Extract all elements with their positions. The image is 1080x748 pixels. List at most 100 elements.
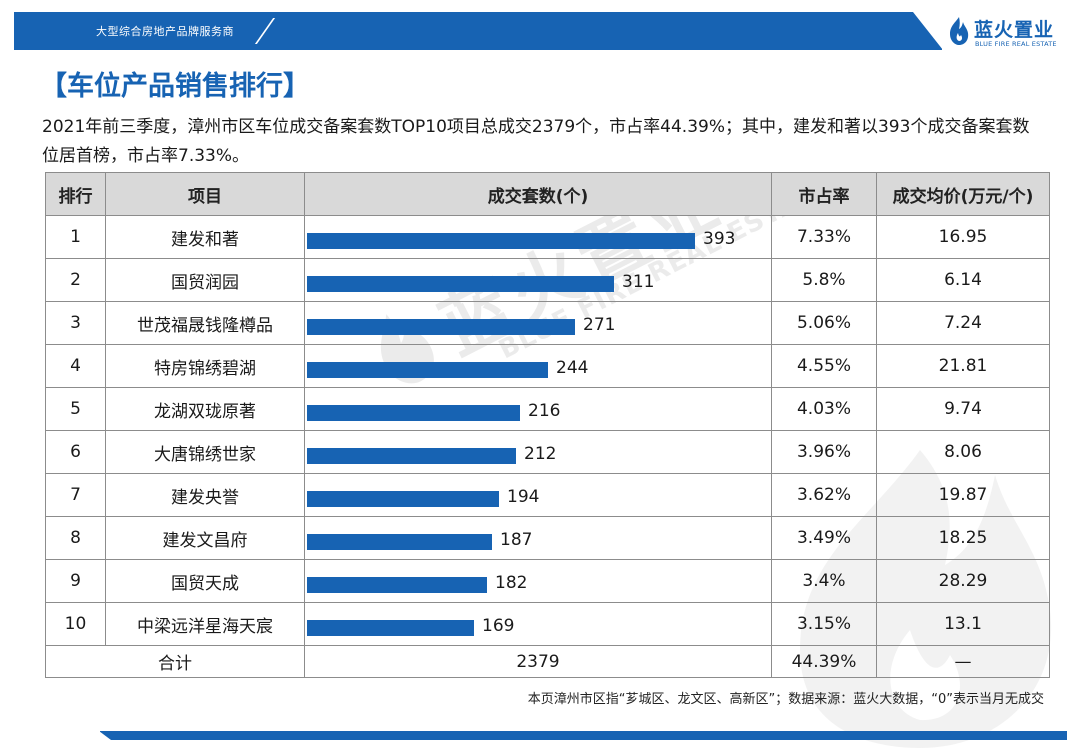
table-row: 8 建发文昌府 187 3.49% 18.25 <box>45 516 1050 560</box>
units-bar-cell: 169 <box>304 602 772 646</box>
market-share-cell: 3.49% <box>771 516 877 560</box>
header-band: 大型综合房地产品牌服务商 <box>14 12 943 50</box>
market-share-cell: 3.4% <box>771 559 877 603</box>
header-corner-cut <box>913 12 943 50</box>
total-share: 44.39% <box>771 645 877 678</box>
units-bar <box>307 319 575 335</box>
rank-cell: 8 <box>45 516 106 560</box>
logo-text-en: BLUE FIRE REAL ESTATE <box>975 40 1057 48</box>
units-bar-label: 311 <box>622 272 655 292</box>
table-row: 5 龙湖双珑原著 216 4.03% 9.74 <box>45 387 1050 431</box>
units-bar-label: 393 <box>703 229 736 249</box>
market-share-cell: 5.8% <box>771 258 877 302</box>
units-bar-cell: 216 <box>304 387 772 431</box>
logo-text-cn: 蓝火置业 <box>974 19 1055 41</box>
units-bar-label: 212 <box>524 444 557 464</box>
table-body: 1 建发和著 393 7.33% 16.95 2 国贸润园 311 5.8% 6.14 3 世茂福晟钱… <box>45 215 1050 646</box>
header-project: 项目 <box>105 172 305 216</box>
table-row: 1 建发和著 393 7.33% 16.95 <box>45 215 1050 259</box>
header-tagline: 大型综合房地产品牌服务商 <box>96 25 234 38</box>
units-bar-cell: 271 <box>304 301 772 345</box>
units-bar-label: 182 <box>495 573 528 593</box>
company-logo: 蓝火置业 BLUE FIRE REAL ESTATE <box>946 14 1070 50</box>
units-bar-cell: 187 <box>304 516 772 560</box>
project-name-cell: 建发和著 <box>105 215 305 259</box>
header-share: 市占率 <box>771 172 877 216</box>
units-bar <box>307 233 695 249</box>
units-bar <box>307 405 520 421</box>
table-row: 7 建发央誉 194 3.62% 19.87 <box>45 473 1050 517</box>
avg-price-cell: 7.24 <box>876 301 1050 345</box>
units-bar <box>307 491 499 507</box>
data-source-footnote: 本页漳州市区指“芗城区、龙文区、高新区”；数据来源：蓝火大数据，“0”表示当月无… <box>527 692 1044 707</box>
market-share-cell: 4.03% <box>771 387 877 431</box>
table-header-row: 排行 项目 成交套数(个) 市占率 成交均价(万元/个) <box>45 172 1050 216</box>
avg-price-cell: 19.87 <box>876 473 1050 517</box>
avg-price-cell: 9.74 <box>876 387 1050 431</box>
rank-cell: 5 <box>45 387 106 431</box>
project-name-cell: 大唐锦绣世家 <box>105 430 305 474</box>
rank-cell: 6 <box>45 430 106 474</box>
project-name-cell: 中梁远洋星海天宸 <box>105 602 305 646</box>
rank-cell: 10 <box>45 602 106 646</box>
avg-price-cell: 16.95 <box>876 215 1050 259</box>
units-bar <box>307 448 516 464</box>
table-row: 2 国贸润园 311 5.8% 6.14 <box>45 258 1050 302</box>
avg-price-cell: 18.25 <box>876 516 1050 560</box>
units-bar-cell: 182 <box>304 559 772 603</box>
market-share-cell: 3.15% <box>771 602 877 646</box>
units-bar-cell: 212 <box>304 430 772 474</box>
units-bar-label: 216 <box>528 401 561 421</box>
parking-sales-ranking-table: 排行 项目 成交套数(个) 市占率 成交均价(万元/个) 1 建发和著 393 7.3… <box>45 172 1050 678</box>
total-label: 合计 <box>45 645 305 678</box>
page-title: 【车位产品销售排行】 <box>40 71 310 102</box>
table-row: 9 国贸天成 182 3.4% 28.29 <box>45 559 1050 603</box>
units-bar-label: 187 <box>500 530 533 550</box>
table-row: 4 特房锦绣碧湖 244 4.55% 21.81 <box>45 344 1050 388</box>
project-name-cell: 建发央誉 <box>105 473 305 517</box>
avg-price-cell: 28.29 <box>876 559 1050 603</box>
project-name-cell: 国贸润园 <box>105 258 305 302</box>
footer-corner-cut <box>99 731 111 740</box>
market-share-cell: 4.55% <box>771 344 877 388</box>
market-share-cell: 7.33% <box>771 215 877 259</box>
rank-cell: 2 <box>45 258 106 302</box>
project-name-cell: 特房锦绣碧湖 <box>105 344 305 388</box>
flame-logo-icon <box>950 17 969 45</box>
units-bar-cell: 194 <box>304 473 772 517</box>
units-bar <box>307 362 548 378</box>
total-units: 2379 <box>304 645 772 678</box>
units-bar <box>307 276 614 292</box>
avg-price-cell: 6.14 <box>876 258 1050 302</box>
table-row: 3 世茂福晟钱隆樽品 271 5.06% 7.24 <box>45 301 1050 345</box>
rank-cell: 4 <box>45 344 106 388</box>
units-bar-cell: 393 <box>304 215 772 259</box>
table-row: 6 大唐锦绣世家 212 3.96% 8.06 <box>45 430 1050 474</box>
rank-cell: 1 <box>45 215 106 259</box>
header-slash-decoration <box>254 18 276 44</box>
market-share-cell: 5.06% <box>771 301 877 345</box>
header-price: 成交均价(万元/个) <box>876 172 1050 216</box>
project-name-cell: 世茂福晟钱隆樽品 <box>105 301 305 345</box>
header-rank: 排行 <box>45 172 106 216</box>
units-bar-label: 244 <box>556 358 589 378</box>
market-share-cell: 3.62% <box>771 473 877 517</box>
total-price: — <box>876 645 1050 678</box>
intro-paragraph: 2021年前三季度，漳州市区车位成交备案套数TOP10项目总成交2379个，市占… <box>42 117 1030 166</box>
units-bar-label: 169 <box>482 616 515 636</box>
market-share-cell: 3.96% <box>771 430 877 474</box>
table-total-row: 合计 2379 44.39% — <box>45 645 1050 678</box>
rank-cell: 9 <box>45 559 106 603</box>
units-bar-label: 194 <box>507 487 540 507</box>
rank-cell: 7 <box>45 473 106 517</box>
units-bar-cell: 311 <box>304 258 772 302</box>
units-bar-label: 271 <box>583 315 616 335</box>
project-name-cell: 龙湖双珑原著 <box>105 387 305 431</box>
units-bar-cell: 244 <box>304 344 772 388</box>
footer-band <box>99 731 1067 740</box>
avg-price-cell: 8.06 <box>876 430 1050 474</box>
header-units: 成交套数(个) <box>304 172 772 216</box>
units-bar <box>307 534 492 550</box>
project-name-cell: 建发文昌府 <box>105 516 305 560</box>
units-bar <box>307 577 487 593</box>
